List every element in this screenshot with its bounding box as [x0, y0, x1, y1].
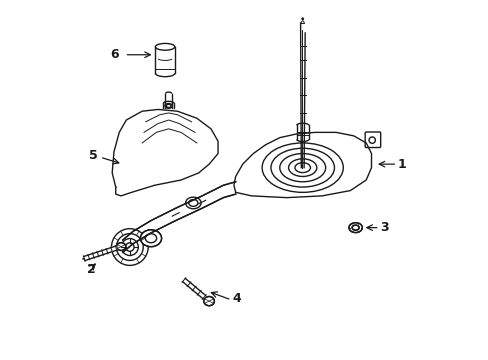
Polygon shape [83, 246, 117, 261]
Text: 6: 6 [110, 48, 119, 61]
FancyBboxPatch shape [365, 132, 380, 148]
Text: 5: 5 [89, 149, 98, 162]
Ellipse shape [368, 137, 375, 143]
Text: 4: 4 [232, 292, 241, 305]
Polygon shape [122, 182, 235, 252]
Ellipse shape [203, 297, 214, 306]
Polygon shape [182, 278, 205, 299]
Ellipse shape [348, 223, 362, 233]
Ellipse shape [164, 104, 172, 108]
Text: 2: 2 [86, 264, 95, 276]
Ellipse shape [302, 18, 303, 19]
Ellipse shape [116, 243, 125, 251]
Ellipse shape [351, 225, 358, 230]
Ellipse shape [140, 230, 161, 247]
Text: 1: 1 [397, 158, 406, 171]
Text: 3: 3 [380, 221, 388, 234]
